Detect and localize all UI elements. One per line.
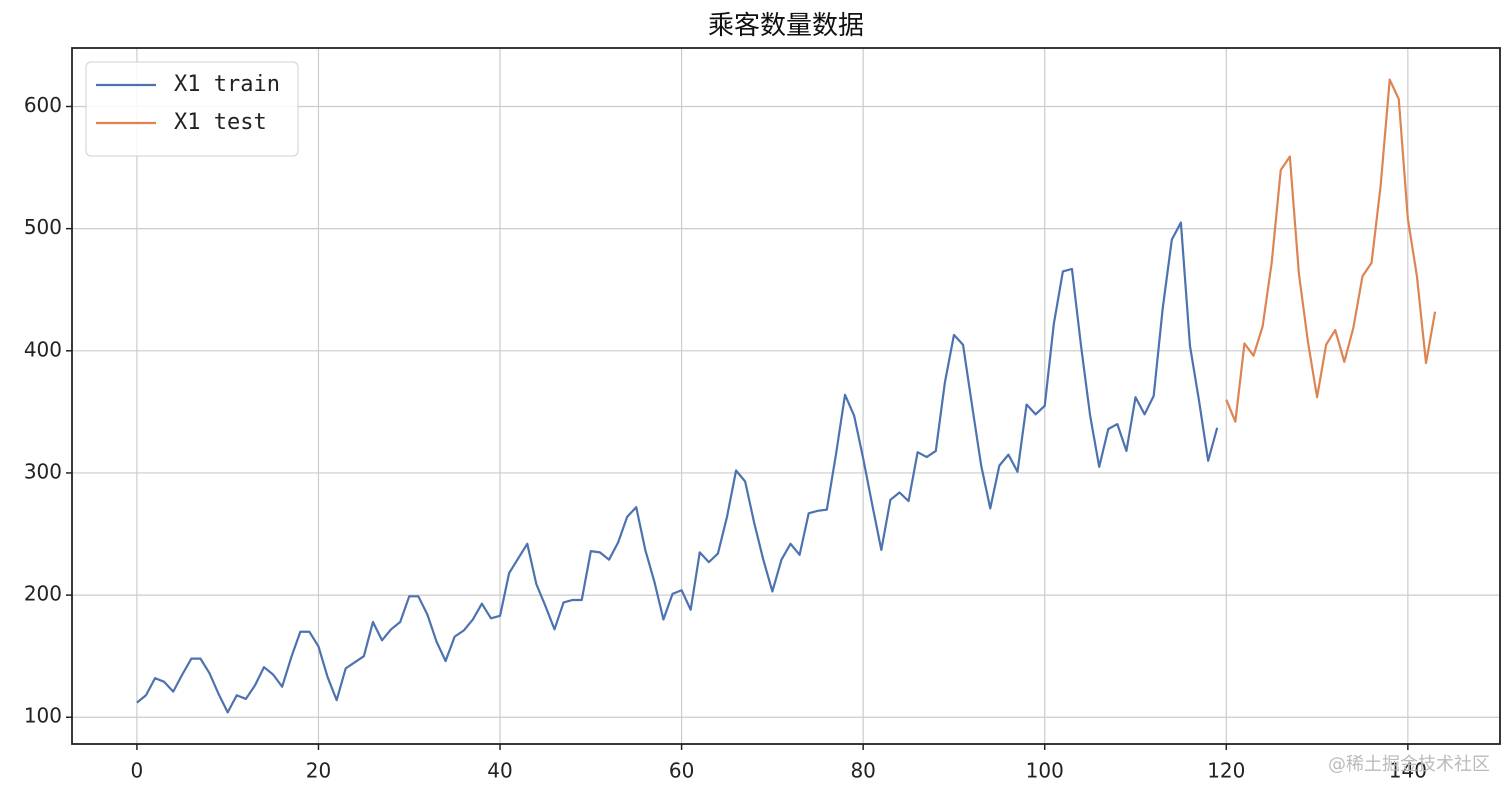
- x-tick-label: 100: [1026, 759, 1064, 783]
- y-tick-label: 200: [24, 582, 62, 606]
- legend-label: X1 test: [174, 110, 267, 135]
- y-tick-label: 100: [24, 704, 62, 728]
- x-tick-label: 60: [669, 759, 694, 783]
- x-tick-label: 120: [1207, 759, 1245, 783]
- x-tick-label: 80: [850, 759, 875, 783]
- plot-frame: [71, 47, 1501, 745]
- plot-area: 0 20 40 60 80 100 120 140 100 200 300 400 500 600 X1 t…: [24, 47, 1501, 783]
- watermark: @稀土掘金技术社区: [1328, 754, 1490, 775]
- y-tick-label: 400: [24, 337, 62, 361]
- x-tick-label: 0: [131, 759, 144, 783]
- y-tick-label: 600: [24, 93, 62, 117]
- data-line: [1225, 78, 1437, 423]
- chart-title: 乘客数量数据: [708, 11, 864, 41]
- x-tick-label: 40: [487, 759, 512, 783]
- y-tick-label: 500: [24, 215, 62, 239]
- x-tick-label: 140: [1389, 759, 1427, 783]
- data-line: [136, 221, 1219, 714]
- legend-label: X1 train: [174, 72, 280, 97]
- x-tick-label: 20: [306, 759, 331, 783]
- y-tick-label: 300: [24, 459, 62, 483]
